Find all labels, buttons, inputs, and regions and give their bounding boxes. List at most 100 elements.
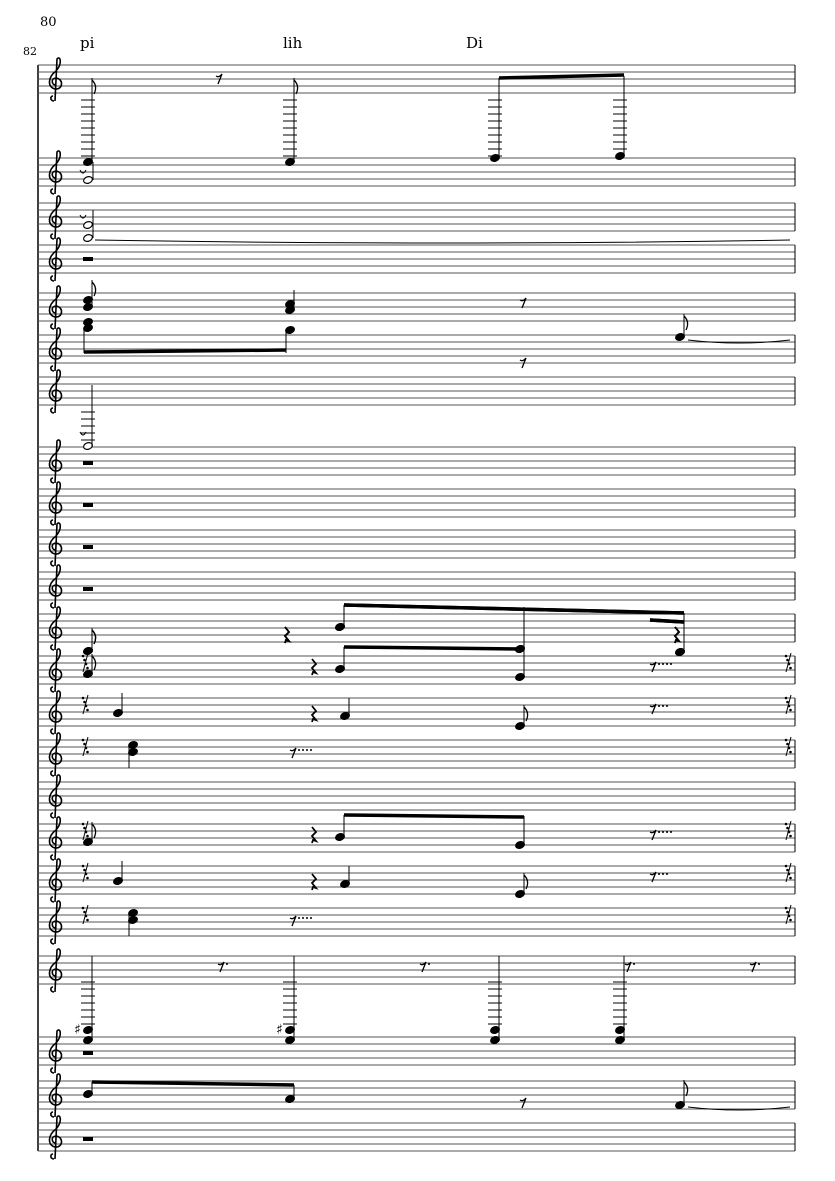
dot bbox=[428, 963, 430, 965]
eighth-rest-icon bbox=[217, 961, 225, 973]
treble-clef-icon bbox=[48, 774, 63, 819]
rest-dot bbox=[83, 868, 86, 872]
treble-clef-icon bbox=[48, 732, 63, 777]
rest-dot bbox=[81, 864, 85, 868]
dot bbox=[658, 663, 660, 665]
rest-dot bbox=[81, 696, 85, 700]
rest-dot bbox=[789, 918, 792, 922]
dot bbox=[306, 749, 308, 751]
dot bbox=[662, 831, 664, 833]
dot bbox=[666, 705, 668, 707]
lyric-syllable: lih bbox=[283, 34, 303, 52]
dot bbox=[658, 831, 660, 833]
notehead bbox=[83, 221, 93, 229]
notehead bbox=[83, 234, 93, 242]
dot bbox=[226, 963, 228, 965]
treble-clef-icon bbox=[48, 1115, 63, 1160]
flag bbox=[523, 874, 529, 890]
rest-dot bbox=[81, 654, 85, 658]
dot bbox=[298, 917, 300, 919]
rest-dot bbox=[786, 658, 789, 662]
dot bbox=[662, 705, 664, 707]
tie bbox=[94, 239, 791, 244]
multi-rest-stem bbox=[82, 652, 89, 673]
treble-clef-icon bbox=[48, 57, 63, 102]
flag bbox=[91, 629, 97, 645]
quarter-rest-icon bbox=[310, 705, 319, 723]
rest-dot bbox=[81, 906, 85, 910]
flag bbox=[91, 79, 97, 95]
dot bbox=[666, 873, 668, 875]
quarter-rest-icon bbox=[310, 873, 319, 891]
multi-rest-stem bbox=[785, 694, 792, 715]
rest-dot bbox=[83, 658, 86, 662]
rest-dot bbox=[83, 742, 86, 746]
whole-rest-icon bbox=[83, 461, 93, 465]
whole-rest-icon bbox=[83, 587, 93, 591]
rest-dot bbox=[789, 876, 792, 880]
eighth-rest-icon bbox=[749, 961, 757, 973]
notehead bbox=[83, 318, 93, 326]
dot bbox=[670, 663, 672, 665]
flag bbox=[91, 281, 97, 297]
eighth-rest-icon bbox=[649, 703, 657, 715]
eighth-rest-icon bbox=[649, 871, 657, 883]
treble-clef-icon bbox=[48, 522, 63, 567]
rest-dot bbox=[784, 654, 788, 658]
beam bbox=[343, 645, 525, 651]
whole-rest-icon bbox=[83, 545, 93, 549]
eighth-rest-icon bbox=[649, 661, 657, 673]
rest-dot bbox=[86, 708, 89, 712]
eighth-rest-icon bbox=[289, 747, 297, 759]
rest-dot bbox=[789, 834, 792, 838]
treble-clef-icon bbox=[48, 606, 63, 651]
beam bbox=[498, 73, 625, 80]
dot bbox=[658, 873, 660, 875]
dot bbox=[666, 663, 668, 665]
tie bbox=[79, 214, 87, 219]
quarter-rest-icon bbox=[310, 826, 319, 844]
rest-dot bbox=[83, 700, 86, 704]
rest-dot bbox=[81, 738, 85, 742]
rest-dot bbox=[784, 822, 788, 826]
eighth-rest-icon bbox=[289, 915, 297, 927]
rest-dot bbox=[86, 750, 89, 754]
rest-dot bbox=[789, 750, 792, 754]
whole-rest-icon bbox=[83, 503, 93, 507]
rest-dot bbox=[786, 910, 789, 914]
multi-rest-stem bbox=[785, 652, 792, 673]
treble-clef-icon bbox=[48, 948, 63, 993]
lyric-syllable: pi bbox=[80, 34, 95, 52]
rest-dot bbox=[786, 742, 789, 746]
rest-dot bbox=[81, 822, 85, 826]
beam bbox=[91, 1080, 295, 1087]
rest-dot bbox=[86, 918, 89, 922]
eighth-rest-icon bbox=[649, 829, 657, 841]
multi-rest-stem bbox=[785, 862, 792, 883]
dot bbox=[758, 963, 760, 965]
multi-rest-stem bbox=[82, 694, 89, 715]
treble-clef-icon bbox=[48, 690, 63, 735]
rest-dot bbox=[83, 826, 86, 830]
rest-dot bbox=[86, 834, 89, 838]
flag bbox=[91, 655, 97, 671]
quarter-rest-icon bbox=[673, 626, 682, 644]
treble-clef-icon bbox=[48, 481, 63, 526]
dot bbox=[662, 873, 664, 875]
rest-dot bbox=[786, 700, 789, 704]
multi-rest-stem bbox=[82, 736, 89, 757]
beam bbox=[343, 813, 525, 819]
dot bbox=[670, 831, 672, 833]
treble-clef-icon bbox=[48, 858, 63, 903]
dot bbox=[633, 963, 635, 965]
sharp-icon: ♯ bbox=[74, 1022, 81, 1038]
measure-number: 80 bbox=[40, 15, 57, 30]
rest-dot bbox=[784, 864, 788, 868]
beam bbox=[649, 618, 685, 624]
multi-rest-stem bbox=[785, 736, 792, 757]
eighth-rest-icon bbox=[419, 961, 427, 973]
beam bbox=[343, 603, 685, 615]
treble-clef-icon bbox=[48, 900, 63, 945]
notehead bbox=[83, 176, 93, 184]
